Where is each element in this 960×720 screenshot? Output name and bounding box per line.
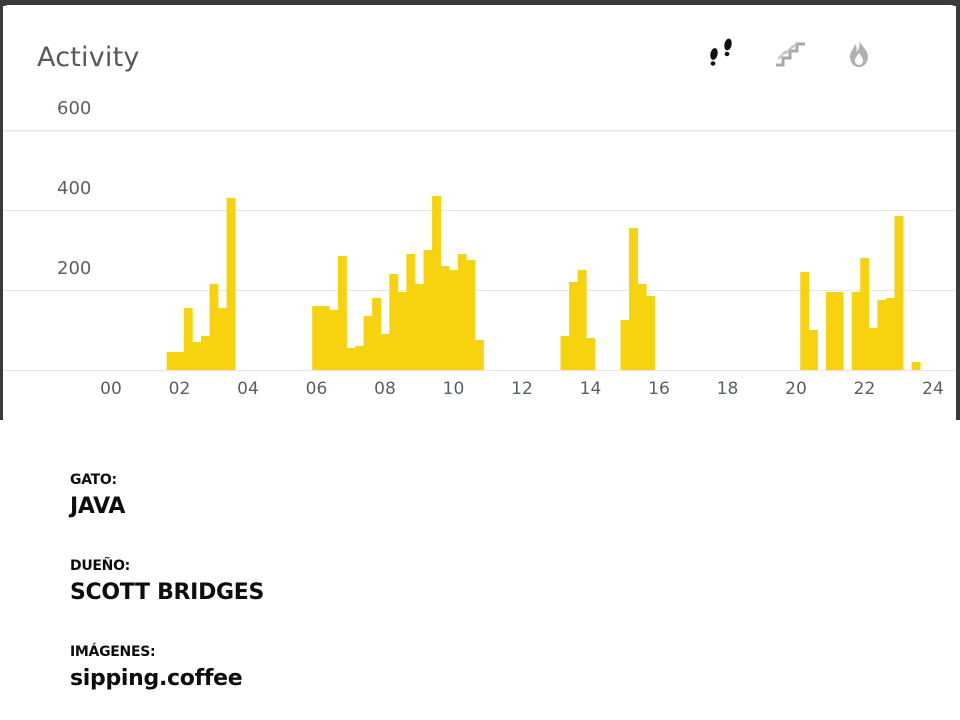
chart-bar[interactable]	[577, 270, 587, 370]
chart-bar[interactable]	[389, 274, 399, 370]
chart-bar[interactable]	[209, 284, 219, 370]
tab-calories[interactable]	[841, 35, 877, 71]
chart-bar[interactable]	[834, 292, 844, 370]
chart-bar[interactable]	[911, 362, 921, 370]
chart-bars	[166, 196, 921, 370]
chart-bar[interactable]	[894, 216, 904, 370]
chart-bar[interactable]	[312, 306, 322, 370]
x-tick-label: 20	[785, 379, 807, 399]
chart-bar[interactable]	[423, 250, 433, 370]
chart-bar[interactable]	[569, 282, 579, 370]
chart-bar[interactable]	[808, 330, 818, 370]
x-tick-label: 24	[922, 379, 944, 399]
y-tick-label: 200	[57, 258, 91, 279]
owner-name: SCOTT BRIDGES	[70, 580, 265, 605]
chart-bar[interactable]	[226, 198, 236, 370]
tab-steps[interactable]	[703, 35, 739, 71]
x-tick-label: 16	[648, 379, 670, 399]
x-tick-label: 06	[306, 379, 328, 399]
x-tick-label: 12	[511, 379, 533, 399]
y-tick-label: 400	[57, 178, 91, 199]
tab-floors[interactable]	[773, 35, 809, 71]
x-tick-label: 04	[237, 379, 259, 399]
y-tick-label: 600	[57, 98, 91, 119]
chart-bar[interactable]	[200, 336, 210, 370]
chart-bar[interactable]	[397, 292, 407, 370]
cat-label: GATO:	[70, 472, 117, 488]
footsteps-icon	[710, 38, 732, 66]
chart-y-tick-labels: 200 400 600	[57, 98, 91, 279]
window-frame-left	[0, 0, 3, 420]
x-tick-label: 14	[580, 379, 602, 399]
chart-bar[interactable]	[885, 298, 895, 370]
chart-bar[interactable]	[825, 292, 835, 370]
chart-bar[interactable]	[380, 334, 390, 370]
chart-bar[interactable]	[363, 316, 373, 370]
window-frame-top	[0, 0, 960, 6]
x-tick-label: 08	[374, 379, 396, 399]
chart-bar[interactable]	[868, 328, 878, 370]
x-tick-label: 10	[443, 379, 465, 399]
images-credit: sipping.coffee	[70, 666, 243, 691]
chart-bar[interactable]	[432, 196, 442, 370]
chart-bar[interactable]	[337, 256, 347, 370]
chart-x-tick-labels: 00 02 04 06 08 10 12 14 16 18 20 22 24	[100, 379, 944, 399]
chart-bar[interactable]	[457, 254, 467, 370]
chart-bar[interactable]	[474, 340, 484, 370]
chart-bar[interactable]	[877, 300, 887, 370]
chart-bar[interactable]	[183, 308, 193, 370]
chart-bar[interactable]	[166, 352, 176, 370]
chart-bar[interactable]	[329, 310, 339, 370]
activity-chart: 200 400 600 00 02 04 06 08 10 12 14 16 18 20 22 24	[3, 98, 956, 399]
owner-label: DUEÑO:	[70, 558, 130, 574]
chart-bar[interactable]	[800, 272, 810, 370]
chart-bar[interactable]	[192, 342, 202, 370]
flame-icon	[850, 39, 868, 67]
chart-bar[interactable]	[449, 270, 459, 370]
chart-bar[interactable]	[586, 338, 596, 370]
chart-bar[interactable]	[560, 336, 570, 370]
chart-bar[interactable]	[620, 320, 630, 370]
x-tick-label: 02	[169, 379, 191, 399]
chart-bar[interactable]	[629, 228, 638, 370]
card-title: Activity	[37, 42, 140, 73]
stairs-icon	[776, 41, 805, 67]
x-tick-label: 18	[717, 379, 739, 399]
chart-bar[interactable]	[851, 292, 861, 370]
chart-bar[interactable]	[860, 258, 870, 370]
chart-bar[interactable]	[414, 284, 424, 370]
chart-bar[interactable]	[372, 298, 382, 370]
chart-gridlines	[3, 130, 956, 371]
chart-bar[interactable]	[406, 254, 416, 370]
chart-bar[interactable]	[346, 348, 356, 370]
chart-bar[interactable]	[646, 296, 656, 370]
activity-card: 200 400 600 00 02 04 06 08 10 12 14 16 18 20 22 24 Act…	[3, 5, 956, 420]
chart-bar[interactable]	[175, 352, 185, 370]
chart-bar[interactable]	[355, 346, 364, 370]
window-frame-right	[956, 0, 960, 420]
chart-bar[interactable]	[466, 260, 476, 370]
chart-bar[interactable]	[218, 308, 227, 370]
chart-bar[interactable]	[440, 266, 450, 370]
chart-bar[interactable]	[637, 284, 647, 370]
x-tick-label: 22	[854, 379, 876, 399]
cat-name: JAVA	[70, 494, 126, 519]
images-label: IMÁGENES:	[70, 644, 156, 660]
chart-bar[interactable]	[320, 306, 330, 370]
x-tick-label: 00	[100, 379, 122, 399]
